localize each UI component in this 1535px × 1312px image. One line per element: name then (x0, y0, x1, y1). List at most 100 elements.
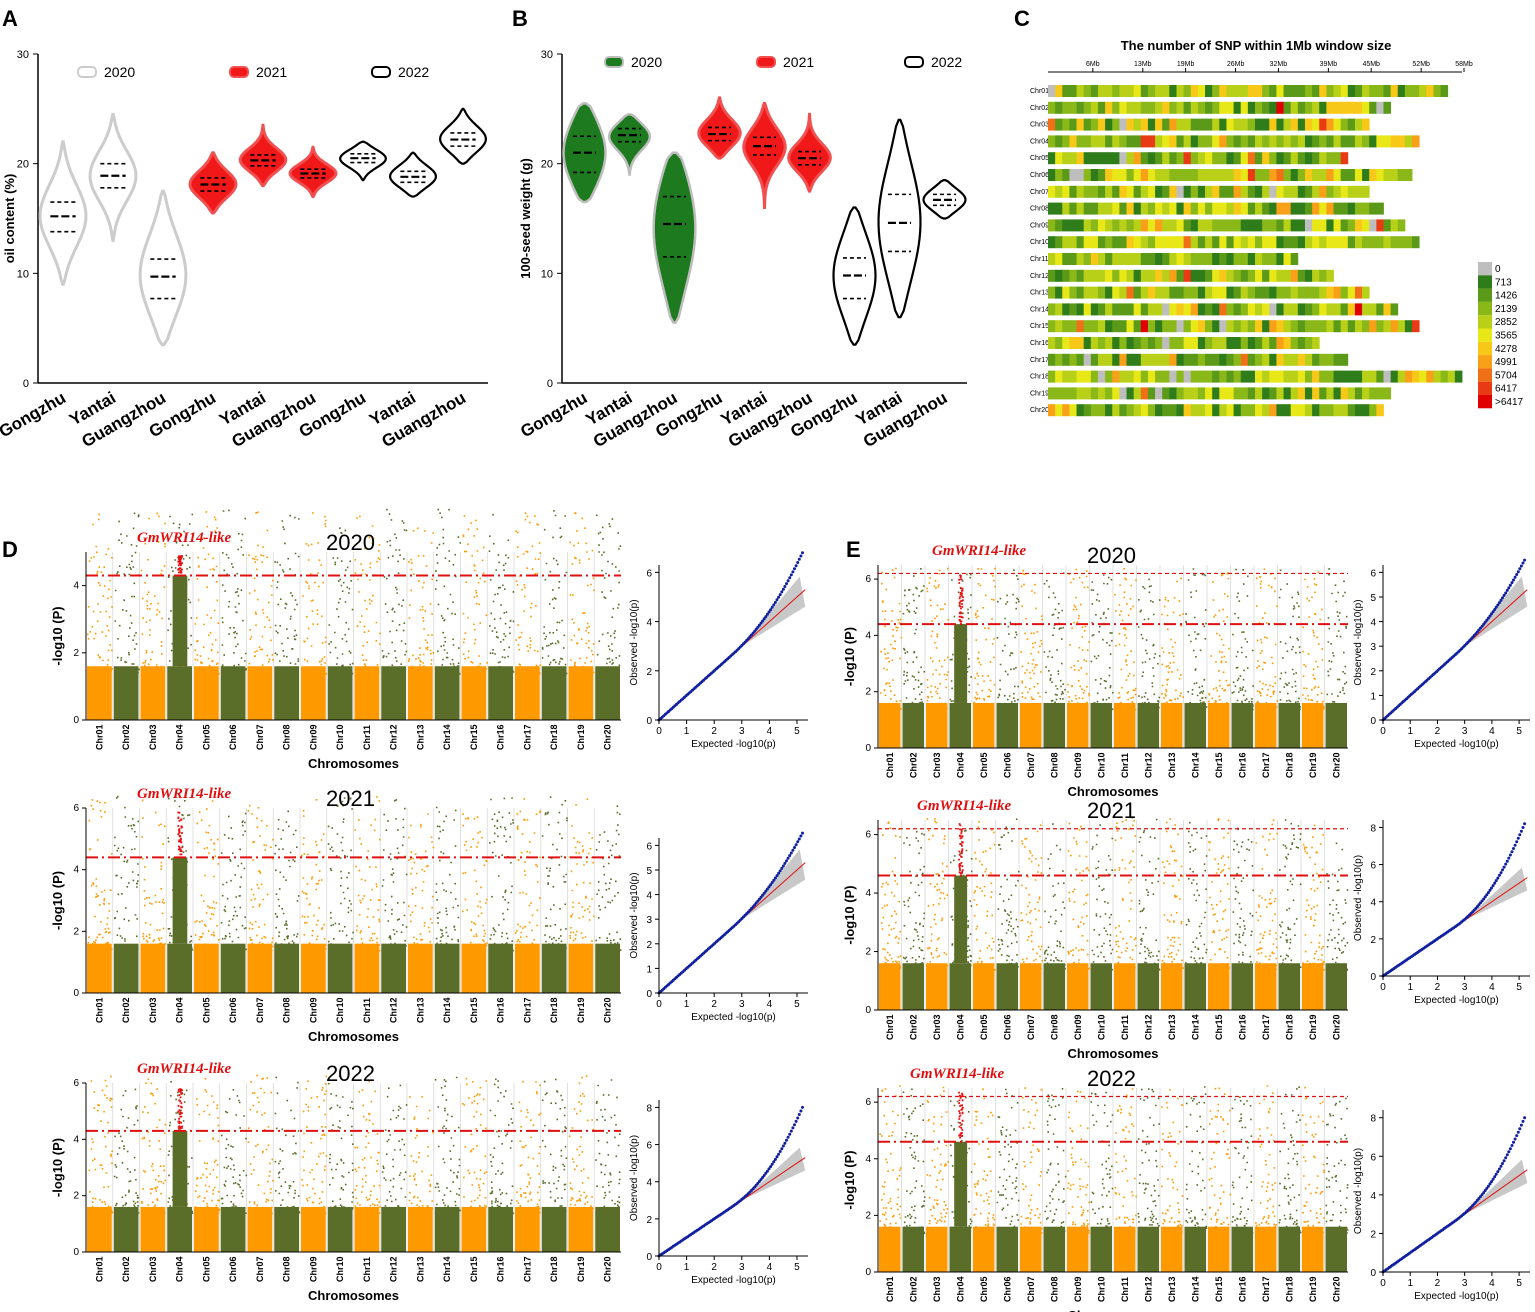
snp-density-cell (1183, 404, 1192, 417)
snp-density-cell (1297, 236, 1306, 249)
snp-density-cell (1048, 286, 1056, 299)
snp-density-cell (1140, 269, 1149, 282)
snp-density-cell (1197, 269, 1206, 282)
gene-annotation: GmWRI14-like (917, 798, 1012, 814)
manhattan-chromosome-label: Chr11 (362, 998, 372, 1023)
snp-density-cell (1162, 219, 1170, 232)
snp-points (434, 508, 462, 675)
qq-x-tick-label: 1 (684, 1262, 690, 1273)
snp-density-cell (1062, 269, 1070, 282)
snp-density-cell (1240, 286, 1249, 299)
snp-density-cell (1404, 169, 1413, 181)
snp-points (1090, 574, 1114, 711)
snp-density-cell (1290, 387, 1299, 400)
snp-density-cell (1304, 303, 1313, 316)
snp-density-cell (1169, 404, 1177, 417)
snp-baseline-block (87, 666, 112, 720)
snp-density-cell (1190, 219, 1199, 232)
snp-density-cell (1062, 219, 1070, 232)
y-tick-label: 0 (23, 378, 29, 390)
snp-density-cell (1276, 269, 1284, 282)
chromosome-label: Chr01 (1030, 88, 1049, 95)
snp-density-cell (1147, 370, 1156, 383)
manhattan-chromosome-label: Chr11 (1120, 1015, 1130, 1040)
snp-density-cell (1190, 269, 1199, 282)
snp-density-cell (1133, 236, 1142, 249)
snp-density-cell (1140, 118, 1149, 131)
snp-density-cell (1169, 303, 1177, 316)
snp-density-cell (1255, 202, 1263, 215)
snp-density-cell (1376, 202, 1384, 215)
snp-density-cell (1126, 320, 1135, 333)
snp-density-cell (1155, 135, 1163, 148)
snp-points (167, 797, 194, 952)
snp-density-cell (1312, 169, 1320, 181)
snp-density-cell (1219, 387, 1227, 400)
snp-density-cell (1354, 185, 1363, 198)
snp-density-cell (1262, 135, 1270, 148)
snp-density-cell (1083, 185, 1092, 198)
snp-baseline-block (1090, 702, 1112, 748)
snp-points (462, 813, 488, 952)
manhattan-chromosome-label: Chr05 (201, 997, 211, 1023)
snp-points (328, 1075, 354, 1214)
snp-density-cell (1283, 169, 1292, 181)
snp-points (301, 799, 327, 952)
qq-y-axis-title: Observed -log10(p) (1353, 1148, 1364, 1234)
snp-density-cell (1219, 202, 1227, 215)
snp-points (1067, 568, 1091, 711)
manhattan-y-axis-title: -log10 (P) (842, 1150, 857, 1209)
snp-baseline-block (541, 666, 567, 720)
snp-density-cell (1376, 219, 1384, 232)
snp-density-cell (1269, 135, 1277, 148)
snp-density-cell (1048, 269, 1056, 282)
snp-density-cell (1233, 320, 1242, 333)
snp-density-cell (1376, 135, 1384, 148)
qq-y-tick-label: 6 (646, 1141, 652, 1152)
snp-density-cell (1376, 404, 1384, 417)
snp-density-cell (1233, 286, 1242, 299)
snp-density-cell (1126, 353, 1135, 366)
snp-density-cell (1155, 269, 1163, 282)
manhattan-chromosome-label: Chr10 (1096, 1276, 1106, 1302)
snp-density-cell (1404, 135, 1413, 148)
snp-density-cell (1319, 169, 1327, 181)
snp-density-cell (1340, 152, 1349, 165)
snp-density-cell (1376, 85, 1384, 97)
snp-points (1185, 1086, 1208, 1234)
qq-y-tick-label: 0 (646, 716, 652, 727)
snp-density-cell (1083, 404, 1092, 417)
snp-density-cell (1147, 135, 1156, 148)
snp-density-cell (1354, 236, 1363, 249)
manhattan-y-tick-label: 2 (73, 926, 79, 937)
snp-density-cell (1383, 236, 1392, 249)
snp-baseline-block (1137, 963, 1159, 1010)
chromosome-label: Chr20 (1030, 407, 1049, 414)
snp-density-cell (1262, 253, 1270, 265)
snp-density-cell (1197, 303, 1206, 316)
snp-density-cell (1354, 118, 1363, 131)
snp-density-cell (1383, 85, 1392, 97)
snp-density-cell (1197, 118, 1206, 131)
snp-density-cell (1090, 303, 1099, 316)
snp-density-cell (1205, 353, 1213, 366)
qq-y-tick-label: 2 (1370, 667, 1376, 678)
snp-points (541, 1078, 568, 1215)
snp-density-cell (1205, 169, 1213, 181)
qq-y-tick-label: 3 (646, 915, 652, 926)
snp-density-cell (1147, 85, 1156, 97)
snp-density-cell (1290, 236, 1299, 249)
manhattan-chromosome-label: Chr18 (1284, 1014, 1294, 1040)
manhattan-y-tick-label: 4 (73, 865, 79, 876)
qq-confidence-band (1383, 867, 1528, 976)
snp-density-cell (1347, 135, 1356, 148)
manhattan-chromosome-label: Chr05 (979, 1014, 989, 1040)
snp-density-cell (1397, 169, 1406, 181)
manhattan-chromosome-label: Chr07 (255, 997, 265, 1023)
snp-density-cell (1326, 135, 1334, 148)
manhattan-chromosome-label: Chr11 (362, 1257, 372, 1282)
heatmap-legend-label: 2852 (1495, 317, 1518, 328)
snp-density-cell (1354, 320, 1363, 333)
qq-confidence-band (659, 849, 806, 992)
qq-confidence-band (1383, 1159, 1528, 1272)
